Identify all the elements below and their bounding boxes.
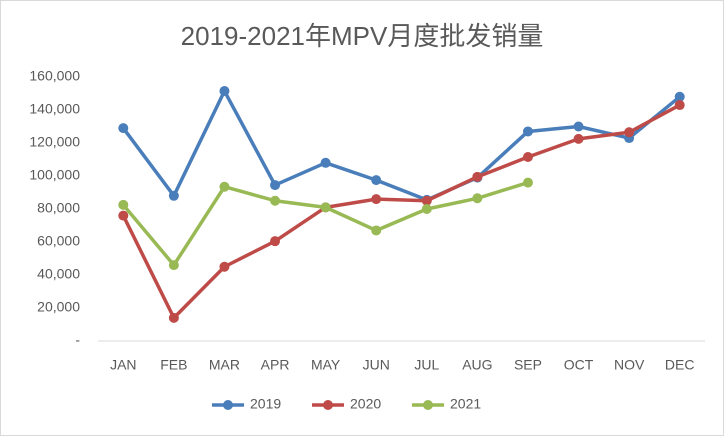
series-line: [121, 103, 681, 320]
legend-label: 2019: [250, 396, 281, 412]
legend-label: 2021: [450, 396, 481, 412]
legend-marker: [423, 400, 433, 410]
point: [573, 121, 584, 132]
point: [472, 171, 483, 182]
y-tick-label: 140,000: [29, 101, 80, 117]
x-tick-label: OCT: [564, 357, 594, 373]
y-tick-label: 40,000: [37, 266, 80, 282]
point: [674, 91, 685, 102]
y-tick-label: 20,000: [37, 299, 80, 315]
x-tick-label: JUN: [363, 357, 390, 373]
point: [472, 193, 483, 204]
point: [270, 236, 281, 247]
point: [118, 210, 129, 221]
y-tick-label: 60,000: [37, 233, 80, 249]
x-tick-label: AUG: [462, 357, 492, 373]
point: [421, 204, 432, 214]
y-tick-label: 120,000: [29, 134, 80, 150]
x-tick-label: SEP: [514, 357, 542, 373]
point: [320, 202, 331, 213]
x-tick-label: JAN: [110, 357, 136, 373]
point: [270, 180, 281, 191]
point: [522, 152, 533, 163]
x-tick-label: DEC: [665, 357, 695, 373]
point: [674, 100, 685, 111]
y-tick-label: 100,000: [29, 167, 80, 183]
y-tick-label: 80,000: [37, 200, 80, 216]
point: [219, 261, 230, 272]
x-tick-label: MAR: [209, 357, 240, 373]
point: [168, 312, 179, 323]
x-tick-label: FEB: [160, 357, 187, 373]
x-tick-label: NOV: [614, 357, 645, 373]
point: [371, 194, 382, 205]
point: [219, 181, 230, 192]
x-tick-label: APR: [261, 357, 290, 373]
point: [573, 133, 584, 144]
point: [624, 127, 635, 138]
point: [522, 126, 533, 137]
series-line: [121, 89, 681, 202]
y-tick-label: 160,000: [29, 68, 80, 84]
chart-title: 2019-2021年MPV月度批发销量: [181, 21, 544, 51]
point: [168, 260, 179, 271]
y-tick-label: -: [75, 332, 80, 348]
point: [421, 195, 432, 206]
point: [118, 123, 129, 134]
point: [118, 199, 129, 210]
point: [371, 175, 382, 186]
point: [168, 190, 179, 201]
point: [320, 157, 331, 168]
x-tick-label: JUL: [414, 357, 439, 373]
point: [522, 177, 533, 188]
point: [219, 86, 230, 97]
legend-marker: [323, 400, 333, 410]
x-tick-label: MAY: [311, 357, 341, 373]
point: [371, 225, 382, 236]
legend-label: 2020: [350, 396, 381, 412]
point: [270, 195, 281, 206]
legend-marker: [223, 400, 233, 410]
